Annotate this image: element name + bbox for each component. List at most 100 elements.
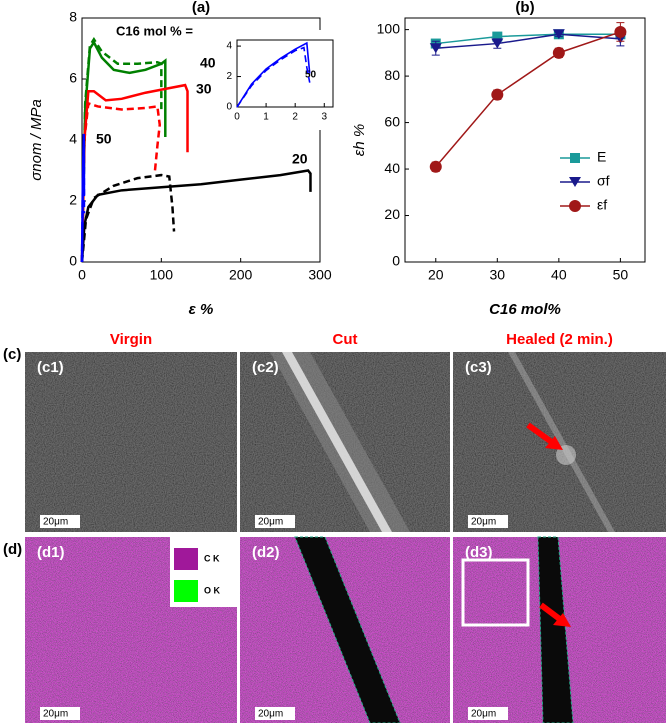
x-tick-label: 300 — [308, 267, 332, 283]
annotation: C16 mol % = — [116, 23, 193, 38]
marker — [569, 177, 581, 187]
marker — [570, 153, 580, 163]
series-line — [435, 33, 621, 45]
curve-label: 50 — [96, 131, 112, 147]
x-tick-label: 0 — [78, 267, 86, 283]
column-header: Virgin — [110, 331, 152, 348]
y-tick-label: 4 — [226, 41, 232, 52]
scale-bar: 20μm — [258, 517, 283, 528]
y-axis-label: σnom / MPa — [28, 99, 45, 181]
curve-label: 40 — [200, 55, 216, 71]
arrow-head — [545, 436, 563, 450]
plot-frame — [404, 17, 646, 263]
marker — [552, 29, 565, 40]
x-axis-label: ε % — [189, 301, 214, 318]
y-tick-label: 0 — [392, 253, 400, 269]
scale-bar: 20μm — [43, 517, 68, 528]
sub-label: (d1) — [37, 544, 65, 561]
y-tick-label: 6 — [69, 70, 77, 86]
x-tick-label: 3 — [321, 112, 327, 123]
sub-label: (d3) — [465, 544, 493, 561]
scale-bar-bg — [255, 707, 295, 720]
healed-spot — [556, 445, 576, 465]
marker — [569, 200, 581, 212]
sub-label: (c2) — [252, 359, 279, 376]
x-axis-label: C16 mol% — [489, 301, 561, 318]
panel-label: (d) — [3, 541, 22, 558]
curve — [80, 39, 167, 263]
chart-title: (b) — [515, 0, 534, 16]
sub-label: (d2) — [252, 544, 280, 561]
arrow — [526, 422, 555, 446]
marker — [614, 25, 627, 38]
legend-label: E — [597, 149, 606, 165]
marker — [491, 88, 504, 101]
marker — [429, 43, 442, 54]
curve-label: 50 — [305, 70, 317, 81]
y-tick-label: 8 — [69, 9, 77, 25]
y-tick-label: 4 — [69, 131, 77, 147]
x-tick-label: 100 — [150, 267, 174, 283]
y-tick-label: 40 — [384, 160, 400, 176]
curve — [80, 143, 86, 263]
y-tick-label: 2 — [226, 71, 232, 82]
x-tick-label: 1 — [263, 112, 269, 123]
curve — [80, 101, 162, 263]
plot-frame — [236, 39, 334, 108]
column-header: Healed (2 min.) — [506, 331, 613, 348]
legend-label: σf — [597, 173, 610, 189]
y-tick-label: 20 — [384, 206, 400, 222]
cut-gap — [537, 536, 574, 723]
sub-label: (c3) — [465, 359, 492, 376]
scale-bar-bg — [468, 707, 508, 720]
eds-legend-label: O K — [204, 585, 221, 595]
x-tick-label: 0 — [234, 112, 240, 123]
scale-bar: 20μm — [43, 709, 68, 720]
y-tick-label: 2 — [69, 192, 77, 208]
curve — [236, 41, 311, 108]
sem-texture — [25, 352, 237, 532]
scale-bar: 20μm — [471, 517, 496, 528]
curve — [80, 83, 189, 263]
marker — [492, 31, 503, 42]
x-tick-label: 200 — [229, 267, 253, 283]
legend-label: εf — [597, 197, 607, 213]
curve — [80, 37, 163, 263]
curve — [80, 173, 176, 263]
scale-bar: 20μm — [471, 709, 496, 720]
curve-label: 30 — [196, 81, 212, 97]
scale-bar-bg — [40, 515, 80, 528]
marker — [491, 38, 504, 49]
healed-line — [508, 352, 615, 532]
x-tick-label: 30 — [490, 267, 506, 283]
column-header: Cut — [333, 331, 358, 348]
inset-bg — [225, 30, 340, 130]
marker — [429, 160, 442, 173]
series-line — [435, 33, 621, 49]
y-tick-label: 60 — [384, 113, 400, 129]
chart-title: (a) — [192, 0, 210, 16]
eds-swatch — [174, 548, 198, 570]
marker — [552, 46, 565, 59]
curve-label: 20 — [292, 151, 308, 167]
scale-bar: 20μm — [258, 709, 283, 720]
y-tick-label: 0 — [69, 253, 77, 269]
eds-swatch — [174, 580, 198, 602]
x-tick-label: 40 — [551, 267, 567, 283]
arrow — [539, 602, 563, 623]
x-tick-label: 2 — [292, 112, 298, 123]
scale-bar-bg — [40, 707, 80, 720]
panel-label: (c) — [3, 346, 21, 363]
y-axis-label: εh % — [351, 124, 368, 156]
scale-bar-bg — [255, 515, 295, 528]
x-tick-label: 20 — [428, 267, 444, 283]
sub-label: (c1) — [37, 359, 64, 376]
y-tick-label: 80 — [384, 67, 400, 83]
y-tick-label: 0 — [226, 102, 232, 113]
series-line — [435, 31, 621, 168]
curve — [80, 169, 312, 263]
arrow-head — [553, 613, 571, 627]
eds-legend-label: C K — [204, 553, 220, 563]
cut-gap — [294, 536, 401, 723]
